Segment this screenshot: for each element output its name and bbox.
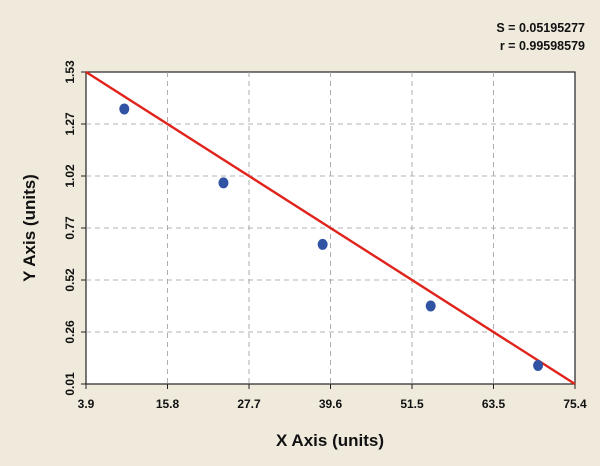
y-axis-label: Y Axis (units)	[20, 174, 39, 282]
x-tick-label: 27.7	[237, 397, 261, 411]
data-point	[317, 238, 328, 250]
y-tick-label: 1.27	[63, 112, 77, 136]
data-point	[425, 300, 436, 312]
data-point	[533, 360, 544, 372]
y-tick-label: 0.26	[63, 320, 77, 344]
y-tick-label: 1.02	[63, 164, 77, 188]
stat-s: S = 0.05195277	[496, 21, 585, 35]
x-tick-label: 63.5	[482, 397, 506, 411]
y-tick-labels: 0.01 0.26 0.52 0.77 1.02 1.27 1.53	[63, 60, 77, 396]
data-point	[218, 177, 229, 189]
data-points	[119, 103, 544, 372]
y-tick-label: 1.53	[63, 60, 77, 84]
data-point	[119, 103, 130, 115]
y-tick-label: 0.52	[63, 268, 77, 292]
x-tick-label: 15.8	[156, 397, 180, 411]
x-tick-label: 51.5	[400, 397, 424, 411]
x-tick-label: 3.9	[78, 397, 95, 411]
x-tick-label: 75.4	[563, 397, 587, 411]
fit-line	[85, 70, 576, 386]
x-tick-label: 39.6	[319, 397, 343, 411]
y-tick-label: 0.01	[63, 372, 77, 396]
fit-line-group	[85, 70, 576, 386]
stat-r: r = 0.99598579	[500, 39, 585, 53]
y-tick-label: 0.77	[63, 216, 77, 240]
x-tick-labels: 3.9 15.8 27.7 39.6 51.5 63.5 75.4	[78, 397, 587, 411]
x-axis-label: X Axis (units)	[276, 431, 384, 450]
